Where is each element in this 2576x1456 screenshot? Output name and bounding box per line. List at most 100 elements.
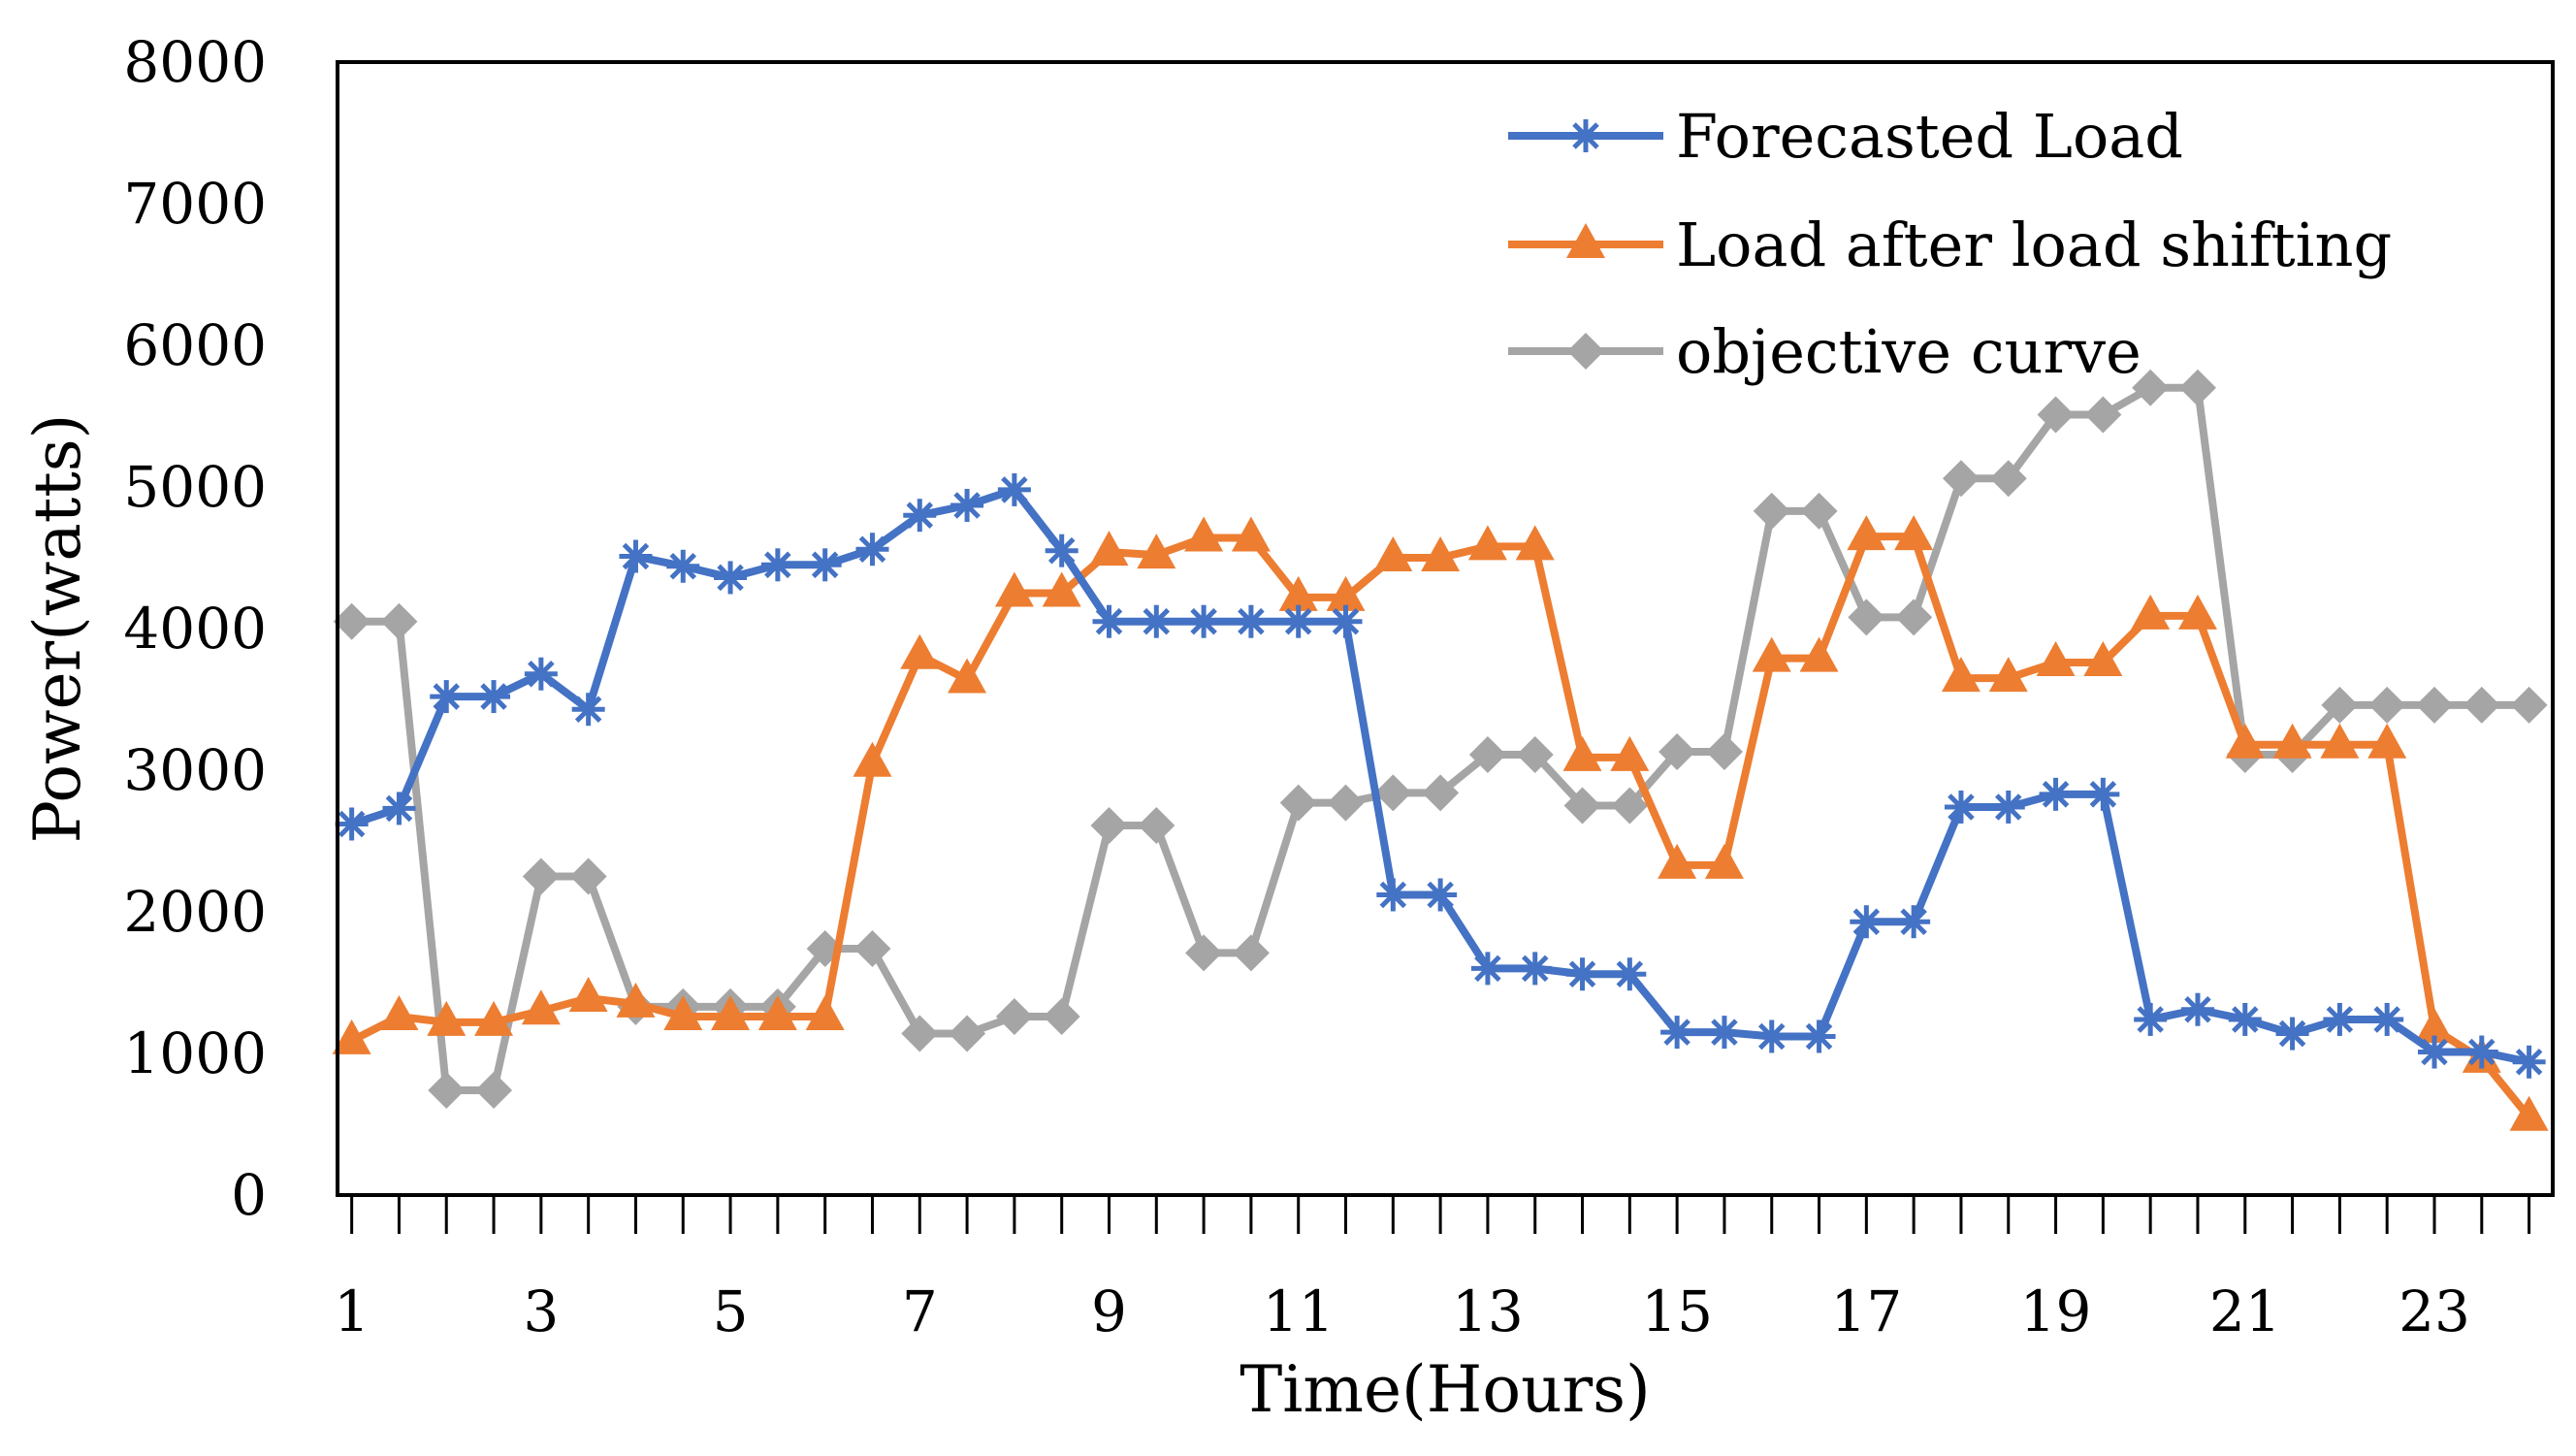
- triangle-marker: [2320, 723, 2360, 759]
- asterisk-marker: [714, 561, 748, 595]
- triangle-marker: [616, 982, 656, 1018]
- asterisk-marker: [1897, 905, 1931, 939]
- triangle-marker: [1042, 571, 1081, 607]
- legend-item: Load after load shifting: [1508, 210, 2392, 280]
- triangle-marker: [1421, 536, 1461, 571]
- diamond-marker: [1422, 774, 1460, 812]
- asterisk-marker: [2370, 1002, 2404, 1036]
- diamond-marker: [995, 998, 1033, 1036]
- triangle-marker: [1089, 531, 1129, 566]
- diamond-marker: [1753, 492, 1790, 530]
- triangle-marker: [900, 633, 940, 669]
- x-tick-label: 1: [334, 1278, 370, 1344]
- asterisk-marker: [1755, 1019, 1788, 1053]
- asterisk-marker: [1281, 604, 1315, 638]
- asterisk-marker: [2417, 1035, 2451, 1069]
- diamond-marker: [2037, 396, 2075, 434]
- asterisk-marker: [1376, 878, 1410, 912]
- asterisk-marker: [1944, 790, 1978, 824]
- y-tick-label: 1000: [123, 1020, 267, 1086]
- asterisk-marker: [808, 548, 842, 582]
- triangle-marker: [1847, 515, 1886, 551]
- triangle-marker: [1752, 636, 1791, 672]
- diamond-marker: [1279, 784, 1317, 822]
- triangle-marker: [1562, 735, 1602, 771]
- triangle-marker: [1326, 575, 1366, 611]
- diamond-marker: [2321, 686, 2359, 724]
- y-tick-label: 3000: [123, 737, 267, 803]
- asterisk-marker: [2464, 1035, 2498, 1069]
- asterisk-marker: [430, 680, 464, 714]
- x-tick-label: 19: [2020, 1278, 2092, 1344]
- diamond-marker: [2510, 686, 2548, 724]
- diamond-marker: [1090, 806, 1128, 844]
- y-tick-label: 6000: [123, 312, 267, 378]
- diamond-marker: [333, 602, 370, 640]
- diamond-marker: [853, 929, 891, 967]
- asterisk-marker: [2086, 777, 2120, 811]
- series-2: [333, 369, 2548, 1109]
- asterisk-marker: [997, 472, 1031, 506]
- legend: Forecasted Load Load after load shifting o…: [1508, 101, 2392, 387]
- y-axis-ticks: 0 1000 2000 3000 4000 5000 6000 7000 8000: [123, 29, 267, 1228]
- asterisk-marker: [477, 680, 511, 714]
- asterisk-marker: [903, 499, 937, 533]
- triangle-marker: [2414, 1008, 2454, 1044]
- asterisk-marker: [382, 792, 416, 825]
- y-tick-label: 0: [231, 1162, 267, 1228]
- x-tick-label: 23: [2399, 1278, 2470, 1344]
- triangle-marker: [1610, 735, 1650, 771]
- asterisk-marker: [1045, 534, 1079, 567]
- triangle-marker: [2272, 723, 2312, 759]
- x-tick-label: 11: [1263, 1278, 1335, 1344]
- triangle-marker: [1799, 636, 1839, 672]
- diamond-marker: [2084, 396, 2122, 434]
- x-tick-label: 17: [1830, 1278, 1902, 1344]
- diamond-marker: [1567, 333, 1604, 370]
- diamond-marker: [2463, 686, 2500, 724]
- asterisk-marker: [1329, 604, 1363, 638]
- triangle-marker: [1278, 575, 1318, 611]
- asterisk-marker: [666, 549, 700, 583]
- triangle-marker: [2177, 594, 2217, 630]
- triangle-marker: [1515, 525, 1555, 561]
- triangle-marker: [1184, 516, 1224, 552]
- diamond-marker: [428, 1071, 466, 1109]
- triangle-marker: [1704, 843, 1744, 879]
- asterisk-marker: [524, 657, 558, 691]
- asterisk-marker: [1613, 957, 1647, 991]
- asterisk-marker: [1802, 1019, 1836, 1053]
- plot-area-frame: [336, 60, 2555, 1197]
- x-tick-label: 15: [1641, 1278, 1713, 1344]
- asterisk-marker: [1092, 604, 1126, 638]
- triangle-marker: [521, 989, 561, 1025]
- triangle-marker: [2225, 723, 2265, 759]
- asterisk-marker: [2512, 1045, 2546, 1079]
- series-layer: [332, 369, 2549, 1131]
- diamond-marker: [1895, 599, 1933, 636]
- asterisk-marker: [1991, 790, 2025, 824]
- diamond-marker: [1611, 787, 1649, 825]
- series-1: [332, 515, 2549, 1131]
- diamond-marker: [1138, 806, 1175, 844]
- y-tick-label: 5000: [123, 454, 267, 520]
- y-tick-label: 2000: [123, 879, 267, 945]
- diamond-marker: [1232, 934, 1270, 972]
- triangle-marker: [757, 995, 797, 1031]
- y-tick-label: 4000: [123, 596, 267, 662]
- diamond-marker: [2178, 369, 2216, 406]
- asterisk-marker: [1140, 604, 1174, 638]
- triangle-marker: [663, 995, 703, 1031]
- asterisk-marker: [855, 533, 889, 566]
- triangle-marker: [427, 1000, 467, 1036]
- asterisk-marker: [1424, 878, 1458, 912]
- asterisk-marker: [619, 539, 653, 573]
- y-tick-label: 8000: [123, 29, 267, 95]
- x-axis-ticks: 1 3 5 7 9 11 13 15 17 19 21 23: [334, 1195, 2531, 1344]
- triangle-marker: [1894, 515, 1934, 551]
- triangle-marker: [948, 658, 987, 694]
- legend-item: Forecasted Load: [1508, 101, 2183, 172]
- asterisk-marker: [760, 548, 794, 582]
- triangle-marker: [332, 1019, 371, 1054]
